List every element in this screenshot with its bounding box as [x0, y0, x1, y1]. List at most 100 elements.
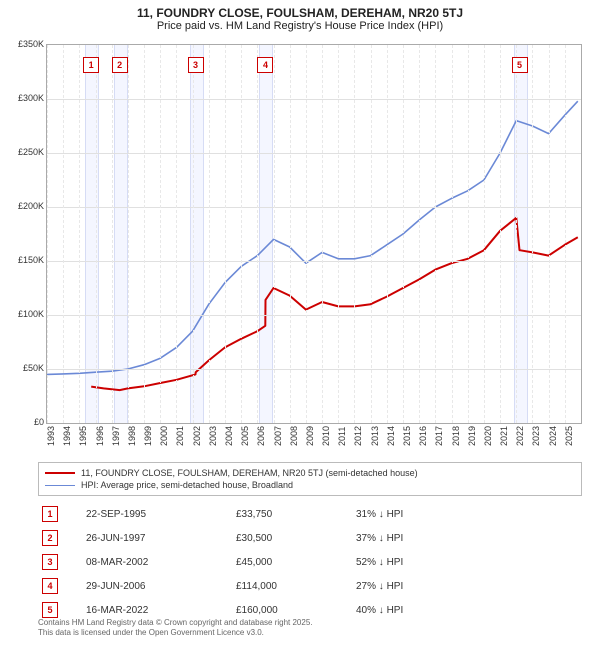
x-tick-label: 2016	[418, 430, 428, 446]
gridline-v	[403, 45, 404, 423]
gridline-v	[468, 45, 469, 423]
footer-attribution: Contains HM Land Registry data © Crown c…	[38, 618, 582, 639]
gridline-v	[516, 45, 517, 423]
x-tick-label: 2022	[515, 430, 525, 446]
y-tick-label: £300K	[4, 93, 44, 103]
legend-row: HPI: Average price, semi-detached house,…	[45, 479, 575, 491]
gridline-v	[96, 45, 97, 423]
legend: 11, FOUNDRY CLOSE, FOULSHAM, DEREHAM, NR…	[38, 462, 582, 496]
sale-date: 08-MAR-2002	[86, 557, 236, 568]
sale-price: £33,750	[236, 509, 356, 520]
legend-swatch	[45, 472, 75, 474]
gridline-v	[322, 45, 323, 423]
sales-table: 122-SEP-1995£33,75031% ↓ HPI226-JUN-1997…	[38, 502, 582, 622]
sale-price: £114,000	[236, 581, 356, 592]
x-tick-label: 2014	[386, 430, 396, 446]
gridline-v	[274, 45, 275, 423]
x-tick-label: 2015	[402, 430, 412, 446]
table-row: 4 29-JUN-2006£114,00027% ↓ HPI	[38, 574, 582, 598]
series-hpi	[47, 101, 578, 374]
x-tick-label: 2001	[175, 430, 185, 446]
x-tick-label: 2025	[564, 430, 574, 446]
legend-label: HPI: Average price, semi-detached house,…	[81, 480, 293, 490]
sale-number-box: 3	[42, 554, 58, 570]
gridline-v	[532, 45, 533, 423]
sale-date: 29-JUN-2006	[86, 581, 236, 592]
table-row: 308-MAR-2002£45,00052% ↓ HPI	[38, 550, 582, 574]
x-tick-label: 2012	[353, 430, 363, 446]
x-tick-label: 2021	[499, 430, 509, 446]
y-tick-label: £150K	[4, 255, 44, 265]
legend-swatch	[45, 485, 75, 486]
footer-line2: This data is licensed under the Open Gov…	[38, 628, 582, 638]
sale-price: £160,000	[236, 605, 356, 616]
gridline-v	[387, 45, 388, 423]
chart-title-line1: 11, FOUNDRY CLOSE, FOULSHAM, DEREHAM, NR…	[0, 0, 600, 20]
gridline-v	[225, 45, 226, 423]
y-tick-label: £350K	[4, 39, 44, 49]
gridline-v	[128, 45, 129, 423]
footer-line1: Contains HM Land Registry data © Crown c…	[38, 618, 582, 628]
sale-marker-2: 2	[112, 57, 128, 73]
sale-marker-1: 1	[83, 57, 99, 73]
gridline-v	[79, 45, 80, 423]
x-tick-label: 2017	[434, 430, 444, 446]
legend-row: 11, FOUNDRY CLOSE, FOULSHAM, DEREHAM, NR…	[45, 467, 575, 479]
sale-number-box: 2	[42, 530, 58, 546]
x-tick-label: 2000	[159, 430, 169, 446]
gridline-v	[371, 45, 372, 423]
gridline-v	[193, 45, 194, 423]
gridline-v	[419, 45, 420, 423]
x-tick-label: 1993	[46, 430, 56, 446]
legend-label: 11, FOUNDRY CLOSE, FOULSHAM, DEREHAM, NR…	[81, 468, 418, 478]
gridline-v	[306, 45, 307, 423]
y-tick-label: £0	[4, 417, 44, 427]
x-tick-label: 2004	[224, 430, 234, 446]
x-tick-label: 1995	[78, 430, 88, 446]
table-row: 226-JUN-1997£30,50037% ↓ HPI	[38, 526, 582, 550]
gridline-v	[435, 45, 436, 423]
x-tick-label: 2008	[289, 430, 299, 446]
gridline-v	[338, 45, 339, 423]
sale-pct-vs-hpi: 37% ↓ HPI	[356, 533, 476, 544]
x-tick-label: 1997	[111, 430, 121, 446]
x-tick-label: 2007	[273, 430, 283, 446]
x-tick-label: 2013	[370, 430, 380, 446]
gridline-v	[257, 45, 258, 423]
x-tick-label: 2010	[321, 430, 331, 446]
x-tick-label: 2003	[208, 430, 218, 446]
gridline-v	[484, 45, 485, 423]
gridline-v	[290, 45, 291, 423]
x-tick-label: 2018	[451, 430, 461, 446]
gridline-v	[47, 45, 48, 423]
chart-title-line2: Price paid vs. HM Land Registry's House …	[0, 20, 600, 36]
x-tick-label: 2023	[531, 430, 541, 446]
sale-number-box: 5	[42, 602, 58, 618]
chart-container: 11, FOUNDRY CLOSE, FOULSHAM, DEREHAM, NR…	[0, 0, 600, 650]
gridline-v	[549, 45, 550, 423]
sale-date: 22-SEP-1995	[86, 509, 236, 520]
y-tick-label: £200K	[4, 201, 44, 211]
x-tick-label: 1998	[127, 430, 137, 446]
sale-pct-vs-hpi: 40% ↓ HPI	[356, 605, 476, 616]
sale-marker-3: 3	[188, 57, 204, 73]
x-tick-label: 2009	[305, 430, 315, 446]
x-tick-label: 2011	[337, 430, 347, 446]
sale-pct-vs-hpi: 52% ↓ HPI	[356, 557, 476, 568]
sale-marker-4: 4	[257, 57, 273, 73]
sale-number-box: 4	[42, 578, 58, 594]
gridline-v	[160, 45, 161, 423]
plot-area: 12345	[46, 44, 582, 424]
gridline-v	[112, 45, 113, 423]
gridline-v	[63, 45, 64, 423]
x-tick-label: 1994	[62, 430, 72, 446]
gridline-v	[144, 45, 145, 423]
x-tick-label: 2020	[483, 430, 493, 446]
sale-pct-vs-hpi: 27% ↓ HPI	[356, 581, 476, 592]
sale-date: 16-MAR-2022	[86, 605, 236, 616]
x-tick-label: 2019	[467, 430, 477, 446]
series-property	[91, 218, 578, 390]
y-tick-label: £50K	[4, 363, 44, 373]
x-tick-label: 1999	[143, 430, 153, 446]
x-tick-label: 2005	[240, 430, 250, 446]
